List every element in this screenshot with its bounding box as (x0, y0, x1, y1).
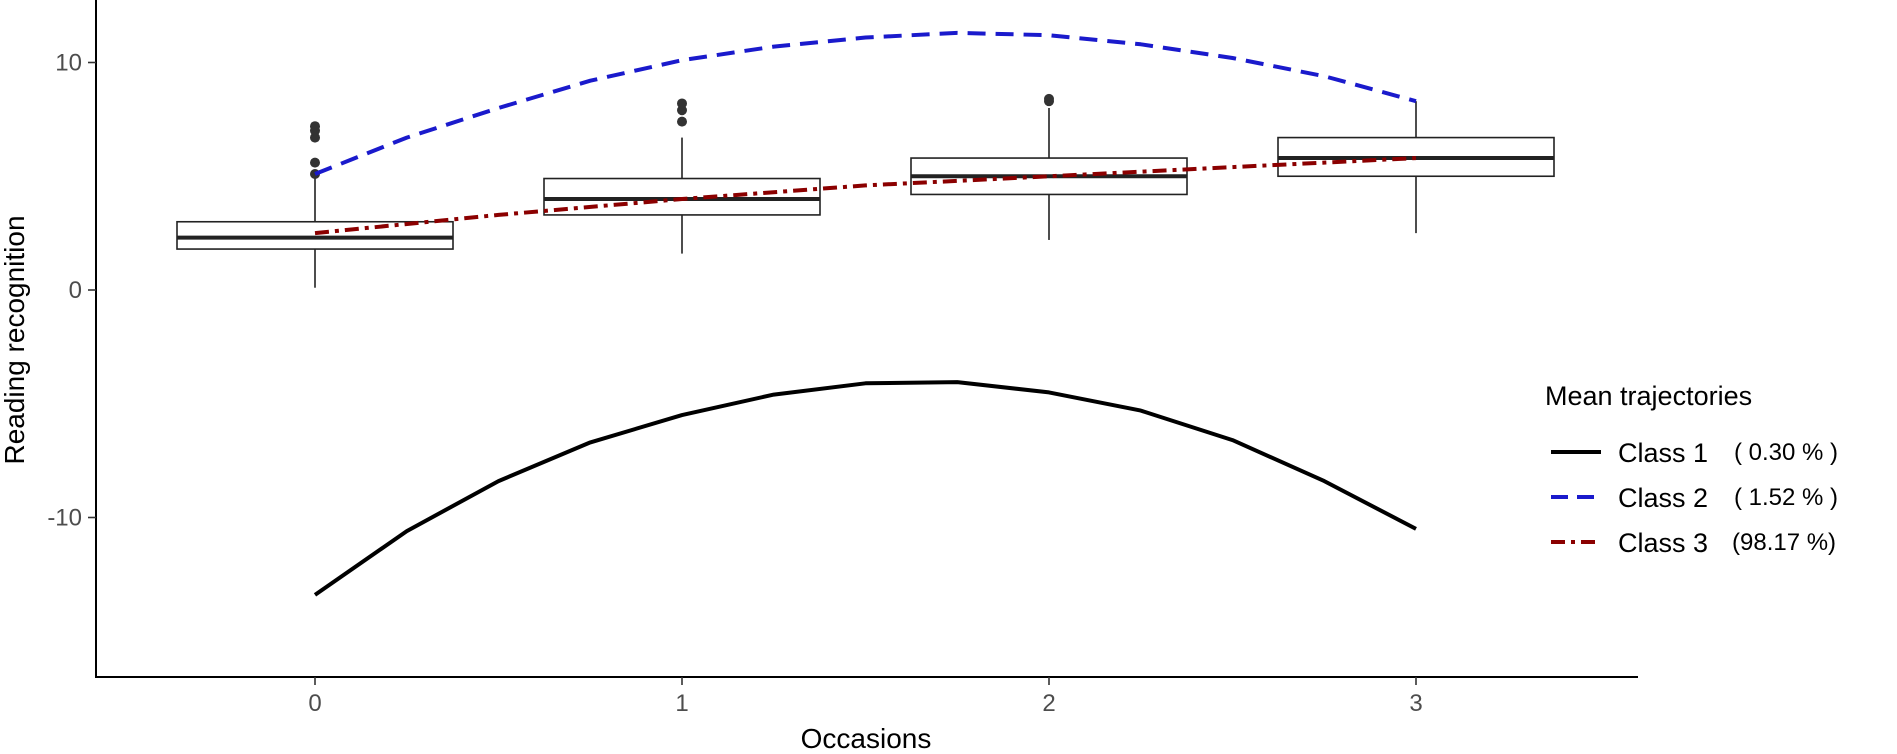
boxplot-outlier (310, 121, 320, 132)
boxplot-occasion-0 (176, 121, 454, 288)
x-tick-label: 0 (308, 690, 321, 717)
trajectory-lines (313, 30, 1417, 597)
y-tick-label: 10 (55, 50, 82, 77)
boxplots (176, 93, 1555, 288)
legend-item-class-2: Class 2 ( 1.52 % ) (1551, 483, 1838, 513)
boxplot-occasion-2 (910, 93, 1188, 240)
legend-label-class-2: Class 2 (1618, 483, 1708, 513)
tick-marks: 0 1 2 3 -10 0 10 (47, 50, 1422, 718)
y-tick-label: 0 (69, 277, 82, 304)
y-axis-title: Reading recognition (0, 215, 30, 464)
legend-label-class-1: Class 1 (1618, 438, 1708, 468)
boxplot-outlier (310, 157, 320, 168)
x-tick-label: 3 (1409, 690, 1422, 717)
boxplot-occasion-3 (1277, 101, 1555, 234)
series-line-class-3 (314, 156, 1417, 236)
legend-item-class-3: Class 3 (98.17 %) (1551, 528, 1836, 558)
legend-item-class-1: Class 1 ( 0.30 % ) (1551, 438, 1838, 468)
x-tick-label: 1 (675, 690, 688, 717)
legend-label-class-3: Class 3 (1618, 528, 1708, 558)
boxplot-occasion-1 (543, 98, 821, 254)
axes (95, 0, 1638, 678)
boxplot-outlier (677, 98, 687, 109)
legend-title: Mean trajectories (1545, 381, 1752, 411)
boxplot-outlier (1044, 93, 1054, 104)
series-line-class-1 (313, 380, 1417, 597)
x-axis-title: Occasions (801, 723, 932, 754)
y-tick-label: -10 (47, 505, 82, 532)
legend-percent-class-3: (98.17 %) (1732, 529, 1836, 556)
legend: Mean trajectories Class 1 ( 0.30 % ) Cla… (1545, 381, 1838, 558)
legend-percent-class-1: ( 0.30 % ) (1734, 439, 1838, 466)
boxplot-box (543, 177, 821, 216)
x-tick-label: 2 (1042, 690, 1055, 717)
series-line-class-2 (314, 30, 1417, 176)
boxplot-box (176, 220, 454, 250)
boxplot-outlier (677, 116, 687, 127)
legend-percent-class-2: ( 1.52 % ) (1734, 484, 1838, 511)
